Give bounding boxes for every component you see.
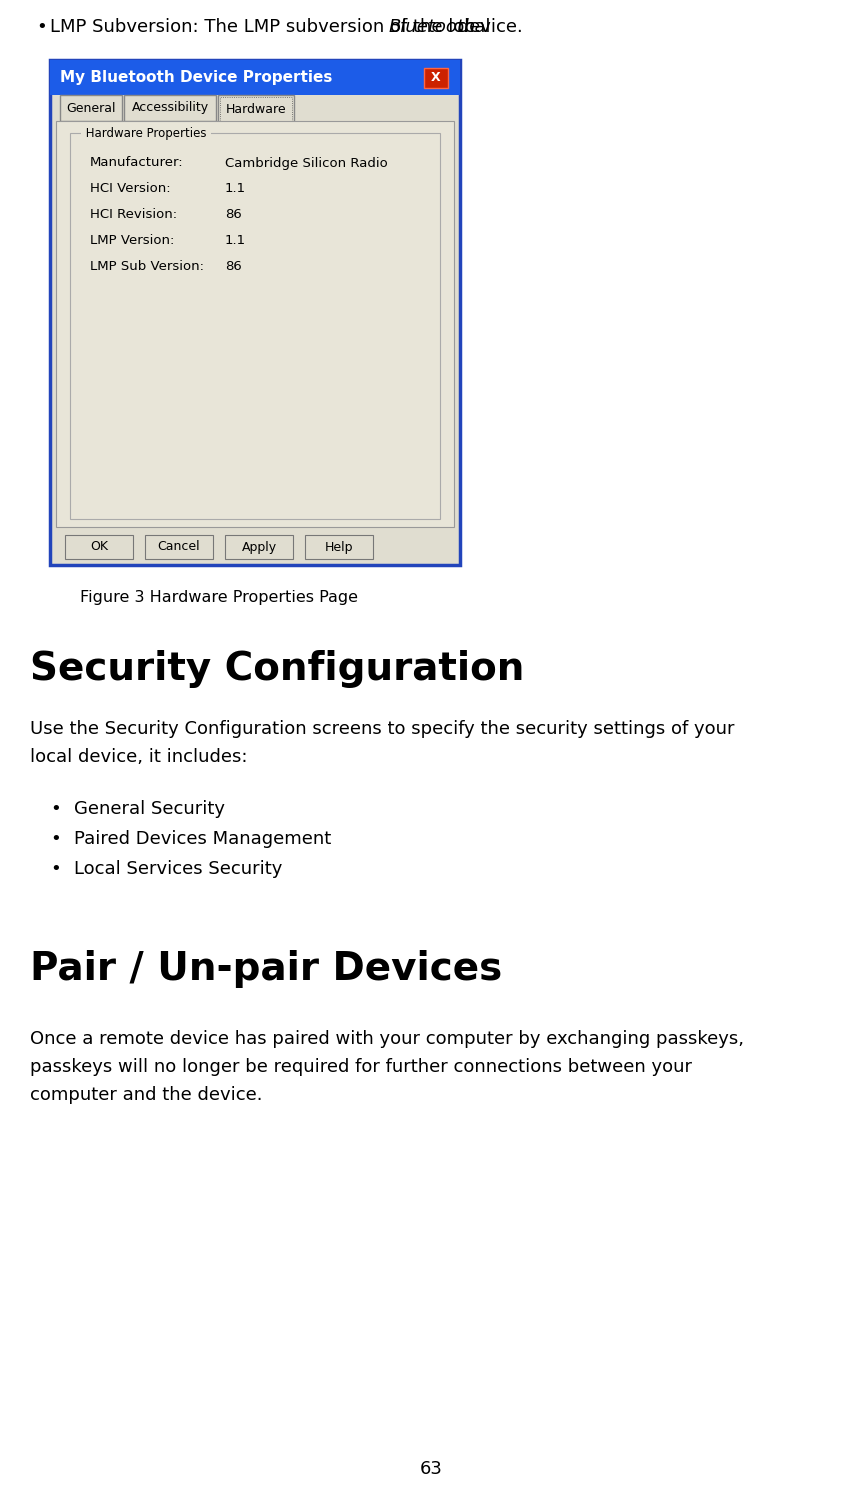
Text: Cambridge Silicon Radio: Cambridge Silicon Radio xyxy=(225,156,387,169)
Text: Pair / Un-pair Devices: Pair / Un-pair Devices xyxy=(30,950,502,988)
Text: Help: Help xyxy=(325,541,353,553)
Bar xyxy=(60,95,122,120)
Text: •: • xyxy=(50,799,60,817)
Text: computer and the device.: computer and the device. xyxy=(30,1086,263,1104)
Text: Accessibility: Accessibility xyxy=(131,101,208,114)
Text: Cancel: Cancel xyxy=(158,541,200,553)
Text: HCI Revision:: HCI Revision: xyxy=(90,208,177,221)
Bar xyxy=(56,120,454,528)
Bar xyxy=(50,59,460,95)
Text: •: • xyxy=(50,831,60,849)
Text: My Bluetooth Device Properties: My Bluetooth Device Properties xyxy=(60,70,332,85)
Text: 86: 86 xyxy=(225,260,241,273)
Text: Paired Devices Management: Paired Devices Management xyxy=(74,831,331,849)
Bar xyxy=(218,95,294,123)
Text: Use the Security Configuration screens to specify the security settings of your: Use the Security Configuration screens t… xyxy=(30,721,734,739)
Text: Figure 3 Hardware Properties Page: Figure 3 Hardware Properties Page xyxy=(80,590,357,605)
Text: passkeys will no longer be required for further connections between your: passkeys will no longer be required for … xyxy=(30,1058,691,1076)
Bar xyxy=(145,535,213,559)
Text: •: • xyxy=(36,18,46,36)
Text: Bluetooth: Bluetooth xyxy=(388,18,475,36)
Text: X: X xyxy=(430,71,440,85)
Text: •: • xyxy=(50,860,60,878)
Text: 1.1: 1.1 xyxy=(225,183,246,196)
Text: Hardware: Hardware xyxy=(226,103,286,116)
Text: Once a remote device has paired with your computer by exchanging passkeys,: Once a remote device has paired with you… xyxy=(30,1030,743,1048)
Text: local device, it includes:: local device, it includes: xyxy=(30,747,247,765)
Bar xyxy=(225,535,293,559)
Bar xyxy=(70,134,439,519)
Text: General: General xyxy=(66,101,115,114)
Bar xyxy=(124,95,216,120)
Bar xyxy=(50,59,460,565)
Text: Security Configuration: Security Configuration xyxy=(30,649,523,688)
Text: LMP Sub Version:: LMP Sub Version: xyxy=(90,260,204,273)
Text: Hardware Properties: Hardware Properties xyxy=(82,126,210,140)
Text: 1.1: 1.1 xyxy=(225,235,246,248)
Text: 63: 63 xyxy=(419,1461,442,1479)
Bar xyxy=(220,97,292,122)
Bar xyxy=(424,67,448,88)
Text: General Security: General Security xyxy=(74,799,225,817)
Text: device.: device. xyxy=(451,18,522,36)
Bar xyxy=(65,535,133,559)
Text: Local Services Security: Local Services Security xyxy=(74,860,282,878)
Text: OK: OK xyxy=(90,541,108,553)
Text: Manufacturer:: Manufacturer: xyxy=(90,156,183,169)
Text: LMP Subversion: The LMP subversion of the local: LMP Subversion: The LMP subversion of th… xyxy=(50,18,496,36)
Text: 86: 86 xyxy=(225,208,241,221)
Text: HCI Version:: HCI Version: xyxy=(90,183,170,196)
Bar xyxy=(305,535,373,559)
Text: Apply: Apply xyxy=(241,541,276,553)
Text: LMP Version:: LMP Version: xyxy=(90,235,174,248)
